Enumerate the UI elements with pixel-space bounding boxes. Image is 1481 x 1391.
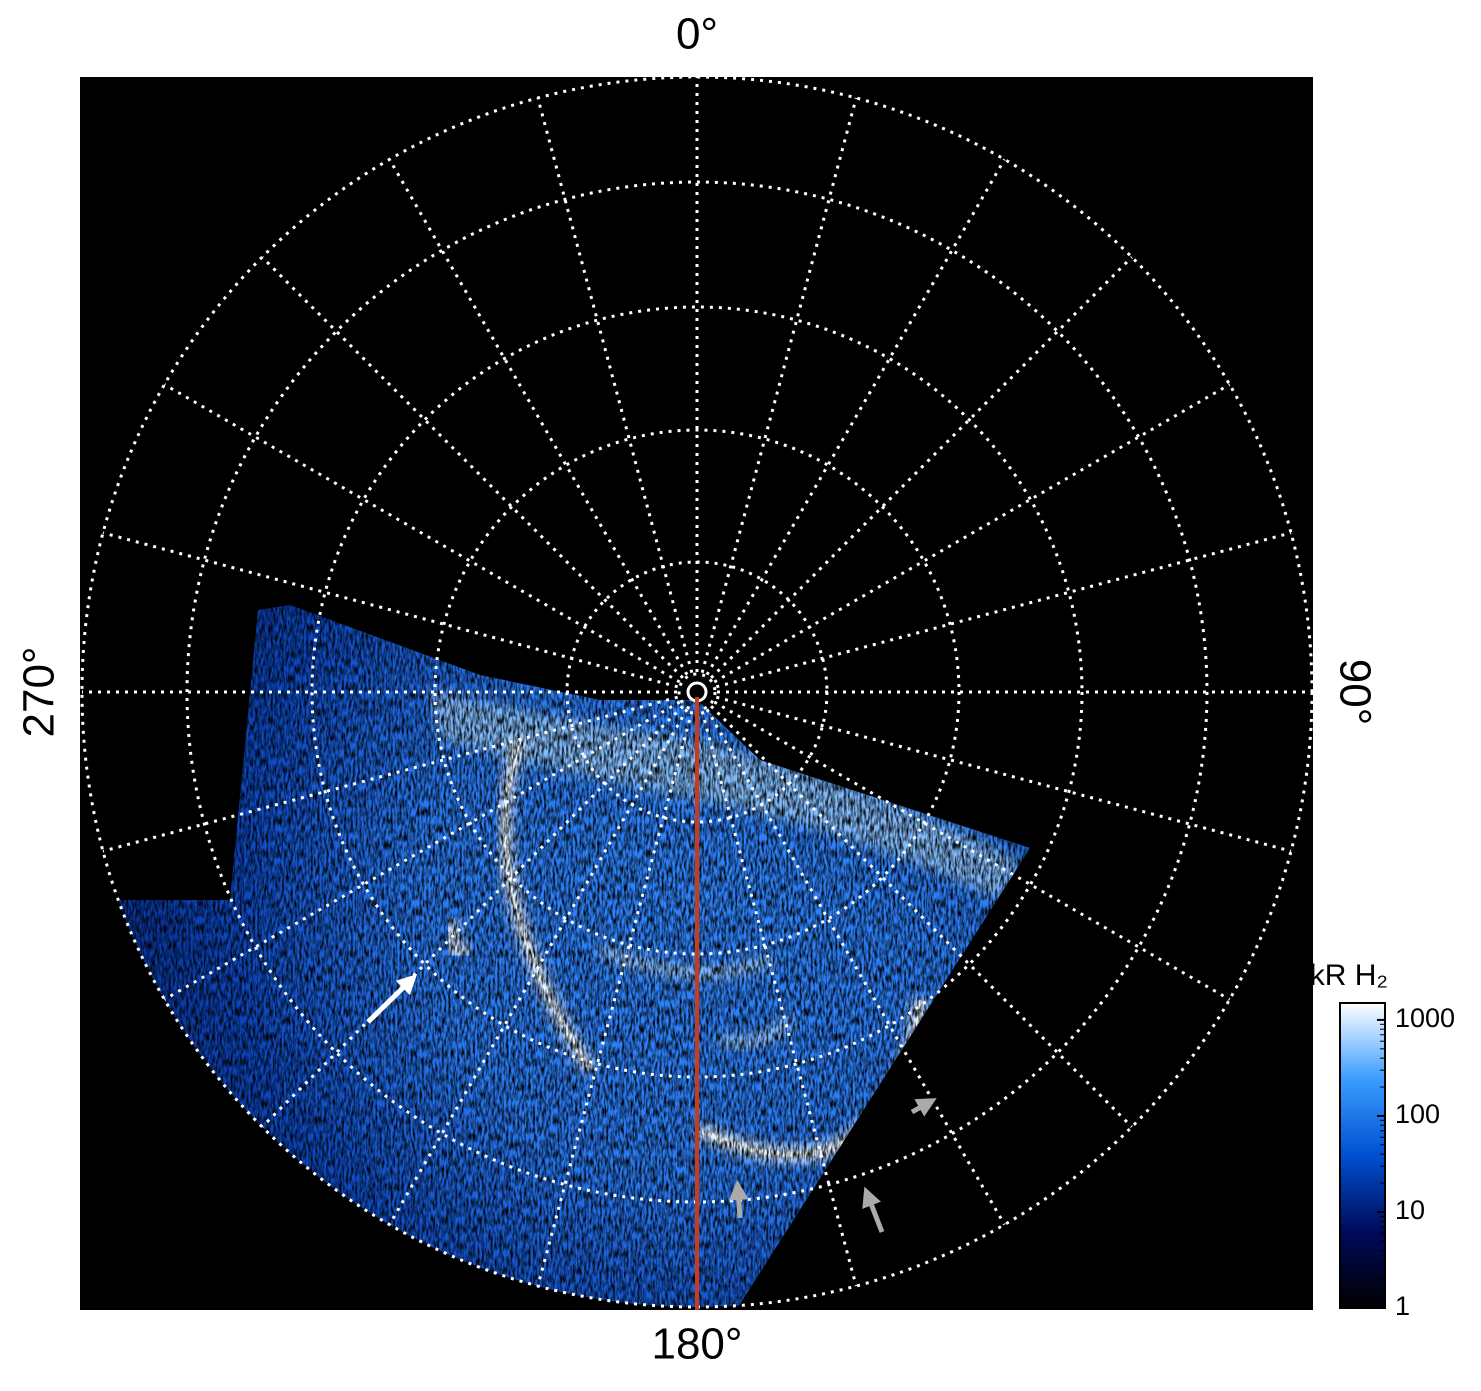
grid-spoke — [710, 256, 1133, 679]
arrow — [366, 974, 418, 1024]
colorbar-title: kR H₂ — [1310, 959, 1388, 992]
grid-spoke — [700, 710, 858, 1287]
grid-spoke — [715, 531, 1292, 689]
polar-grid — [80, 75, 1314, 1309]
grid-spoke — [261, 256, 684, 679]
grid-spoke — [163, 700, 681, 1001]
grid-spoke — [713, 383, 1231, 684]
grid-spoke — [536, 97, 694, 674]
grid-ring — [433, 428, 961, 956]
angle-label: 180° — [651, 1320, 742, 1369]
arrow — [910, 1098, 937, 1117]
grid-spoke — [715, 695, 1292, 853]
grid-spoke — [700, 97, 858, 674]
grid-spoke — [102, 531, 679, 689]
grid-spoke — [388, 708, 689, 1226]
angle-label: 270° — [15, 646, 64, 737]
colorbar — [1339, 1002, 1386, 1309]
grid-spoke — [705, 158, 1006, 676]
grid-spoke — [536, 710, 694, 1287]
colorbar-tick-label: 100 — [1395, 1099, 1440, 1129]
colorbar-tick-label: 10 — [1395, 1195, 1425, 1225]
grid-spoke — [710, 705, 1133, 1128]
angle-label: 0° — [676, 10, 718, 59]
grid-spoke — [713, 700, 1231, 1001]
arrow — [862, 1186, 885, 1233]
colorbar-tick-label: 1 — [1395, 1291, 1410, 1321]
colorbar-tick-label: 1000 — [1395, 1003, 1455, 1033]
grid-spoke — [705, 708, 1006, 1226]
grid-spoke — [163, 383, 681, 684]
arrow — [728, 1180, 749, 1219]
grid-spoke — [261, 705, 684, 1128]
grid-spoke — [102, 695, 679, 853]
grid-spoke — [388, 158, 689, 676]
angle-label: 90° — [1330, 659, 1379, 726]
